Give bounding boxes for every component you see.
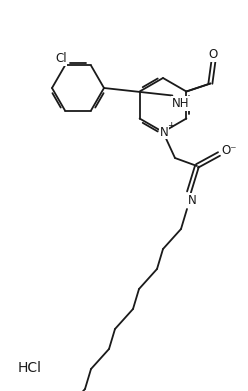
Text: N: N [160,126,168,138]
Text: HCl: HCl [18,361,42,375]
Text: O⁻: O⁻ [221,145,237,158]
Text: Cl: Cl [55,52,67,65]
Text: +: + [167,122,175,131]
Text: N: N [188,194,196,206]
Text: O: O [209,48,218,61]
Text: NH: NH [172,97,189,110]
